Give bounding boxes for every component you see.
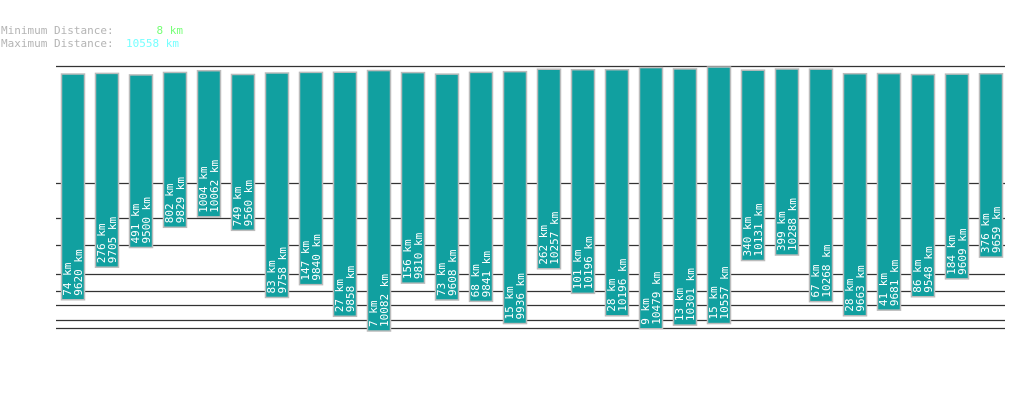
min-distance-label: Minimum Distance: <box>1 24 114 37</box>
min-distance-label: 28 km <box>843 278 856 311</box>
min-distance-label: 74 km <box>61 262 74 295</box>
max-distance-label: 9840 km <box>310 234 323 281</box>
max-distance-label: 9500 km <box>140 197 153 244</box>
max-distance-label: 10257 km <box>548 211 561 264</box>
max-distance-label: 9841 km <box>480 251 493 298</box>
min-distance-label: 1004 km <box>197 166 210 213</box>
bar <box>638 66 664 330</box>
max-distance-label: 9608 km <box>446 249 459 296</box>
max-distance-label: 9758 km <box>276 247 289 294</box>
max-distance-label: 9858 km <box>344 266 357 313</box>
min-distance-label: 73 km <box>435 263 448 296</box>
bar <box>706 66 732 325</box>
bar <box>332 71 358 318</box>
max-distance-label: 10268 km <box>820 244 833 297</box>
min-distance-label: 276 km <box>95 223 108 263</box>
bar <box>910 73 936 298</box>
bar <box>264 72 290 299</box>
bar <box>842 72 868 317</box>
bar <box>230 73 256 232</box>
min-distance-label: 184 km <box>945 235 958 275</box>
max-distance-label: 10557 km <box>718 266 731 319</box>
min-distance-label: 262 km <box>537 225 550 265</box>
min-distance-label: 749 km <box>231 186 244 226</box>
bar <box>536 68 562 270</box>
max-distance-label: 9548 km <box>922 246 935 293</box>
min-distance-label: 86 km <box>911 259 924 292</box>
max-distance-value: 10558 km <box>126 37 179 50</box>
min-distance-label: 156 km <box>401 239 414 279</box>
bar <box>162 71 188 229</box>
max-distance-label: 10131 km <box>752 203 765 256</box>
min-distance-label: 147 km <box>299 241 312 281</box>
bar <box>434 73 460 301</box>
max-distance-label: 9829 km <box>174 177 187 224</box>
max-distance-label: 9620 km <box>72 249 85 296</box>
min-distance-label: 15 km <box>503 286 516 319</box>
bar <box>604 68 630 317</box>
min-distance-label: 28 km <box>605 278 618 311</box>
bar <box>196 69 222 218</box>
max-distance-readout: Maximum Distance: 10558 km <box>1 38 179 49</box>
min-distance-label: 340 km <box>741 216 754 256</box>
min-distance-label: 9 km <box>639 298 652 325</box>
max-distance-label: 9810 km <box>412 232 425 279</box>
bar <box>978 72 1004 258</box>
max-distance-label: Maximum Distance: <box>1 37 114 50</box>
max-distance-label: 10479 km <box>650 271 663 324</box>
max-distance-label: 10301 km <box>684 268 697 321</box>
bar <box>502 70 528 325</box>
max-distance-label: 9936 km <box>514 273 527 320</box>
min-distance-value: 8 km <box>156 24 184 37</box>
min-distance-label: 27 km <box>333 279 346 312</box>
max-distance-label: 10288 km <box>786 198 799 251</box>
min-distance-label: 802 km <box>163 183 176 223</box>
max-distance-label: 10082 km <box>378 274 391 327</box>
bar <box>94 72 120 268</box>
min-distance-label: 68 km <box>469 264 482 297</box>
max-distance-label: 9609 km <box>956 228 969 275</box>
max-distance-label: 10196 km <box>582 236 595 289</box>
min-distance-label: 41 km <box>877 273 890 306</box>
bar <box>60 73 86 301</box>
min-distance-label: 491 km <box>129 203 142 243</box>
bar <box>774 68 800 256</box>
min-distance-label: 83 km <box>265 260 278 293</box>
bar <box>740 69 766 262</box>
min-distance-label: 13 km <box>673 288 686 321</box>
min-distance-label: 399 km <box>775 211 788 251</box>
max-distance-label: 9560 km <box>242 180 255 227</box>
bar <box>366 69 392 332</box>
bar <box>400 71 426 284</box>
min-distance-label: 7 km <box>367 300 380 327</box>
max-distance-label: 9705 km <box>106 216 119 263</box>
max-distance-label: 10196 km <box>616 258 629 311</box>
bar <box>570 68 596 295</box>
max-distance-label: 9681 km <box>888 259 901 306</box>
max-distance-label: 10062 km <box>208 159 221 212</box>
min-distance-label: 376 km <box>979 213 992 253</box>
max-distance-label: 9659 km <box>990 206 1003 253</box>
max-distance-label: 9663 km <box>854 265 867 312</box>
min-distance-readout: Minimum Distance: 8 km <box>1 25 183 36</box>
bar <box>128 74 154 249</box>
min-distance-label: 101 km <box>571 249 584 289</box>
bar <box>298 71 324 286</box>
bar <box>944 73 970 280</box>
bar <box>672 68 698 326</box>
bar <box>468 71 494 303</box>
min-distance-label: 67 km <box>809 264 822 297</box>
min-distance-label: 15 km <box>707 286 720 319</box>
bar <box>808 68 834 303</box>
bar <box>876 72 902 311</box>
